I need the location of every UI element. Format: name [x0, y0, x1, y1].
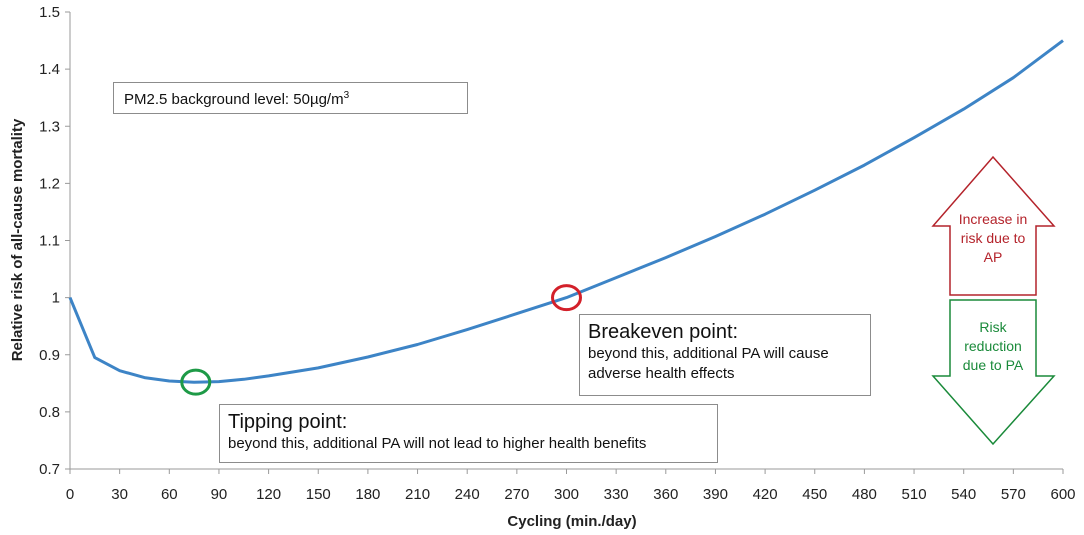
y-tick-label: 1.2 — [39, 175, 60, 192]
y-tick-label: 0.7 — [39, 461, 60, 478]
x-tick-label: 0 — [66, 486, 74, 503]
y-tick-label: 1 — [52, 290, 60, 307]
x-tick-labels: 0 30 60 90 120 150 180 210 240 270 300 330 360 390 420… — [66, 486, 1076, 503]
x-tick-label: 300 — [554, 486, 579, 503]
up-arrow-line3: AP — [983, 249, 1003, 265]
x-axis-title: Cycling (min./day) — [507, 513, 636, 530]
y-axis-title: Relative risk of all-cause mortality — [9, 118, 26, 361]
x-tick-label: 540 — [951, 486, 976, 503]
x-tick-label: 600 — [1050, 486, 1075, 503]
breakeven-title: Breakeven point: — [588, 321, 739, 343]
down-arrow-line2: reduction — [964, 338, 1022, 354]
x-tick-label: 180 — [355, 486, 380, 503]
breakeven-point-marker — [551, 284, 582, 312]
up-arrow-line1: Increase in — [958, 211, 1028, 227]
y-tick-label: 0.8 — [39, 404, 60, 421]
tipping-title: Tipping point: — [228, 411, 348, 433]
breakeven-text-line2: adverse health effects — [588, 365, 735, 382]
x-tick-label: 420 — [753, 486, 778, 503]
down-arrow-line1: Risk — [979, 319, 1007, 335]
x-tick-label: 210 — [405, 486, 430, 503]
pm25-background-box: PM2.5 background level: 50µg/m3 — [113, 82, 468, 114]
tipping-point-marker — [180, 368, 212, 396]
up-arrow-label: Increase in risk due to AP — [950, 210, 1036, 267]
x-tick-label: 330 — [604, 486, 629, 503]
up-arrow-line2: risk due to — [960, 230, 1026, 246]
y-tick-label: 1.3 — [39, 118, 60, 135]
down-arrow-line3: due to PA — [962, 357, 1024, 373]
y-tick-label: 1.5 — [39, 4, 60, 21]
x-tick-label: 30 — [111, 486, 128, 503]
x-tick-label: 60 — [161, 486, 178, 503]
down-arrow-shape — [931, 299, 1056, 446]
x-tick-label: 390 — [703, 486, 728, 503]
marker-layer — [180, 284, 582, 396]
down-arrow-label: Risk reduction due to PA — [950, 318, 1036, 375]
up-arrow-shape — [931, 155, 1056, 296]
tipping-callout: Tipping point: beyond this, additional P… — [219, 404, 718, 463]
x-tick-label: 240 — [455, 486, 480, 503]
x-tick-label: 570 — [1001, 486, 1026, 503]
y-tick-label: 1.1 — [39, 233, 60, 250]
tipping-text: beyond this, additional PA will not lead… — [228, 435, 647, 452]
breakeven-text-line1: beyond this, additional PA will cause — [588, 345, 829, 362]
x-tick-label: 450 — [802, 486, 827, 503]
y-tick-label: 1.4 — [39, 61, 60, 78]
x-tick-label: 270 — [504, 486, 529, 503]
pm25-superscript: 3 — [343, 90, 350, 101]
x-tick-label: 120 — [256, 486, 281, 503]
series-layer — [68, 39, 1064, 384]
series-line — [68, 39, 1064, 384]
x-tick-label: 510 — [902, 486, 927, 503]
x-tick-label: 90 — [211, 486, 228, 503]
x-tick-label: 150 — [306, 486, 331, 503]
y-tick-label: 0.9 — [39, 347, 60, 364]
axes — [65, 11, 1064, 474]
x-tick-label: 360 — [653, 486, 678, 503]
x-tick-label: 480 — [852, 486, 877, 503]
pm25-label: PM2.5 background level: 50µg/m — [124, 91, 344, 108]
breakeven-callout: Breakeven point: beyond this, additional… — [579, 314, 871, 396]
y-tick-labels: 0.7 0.8 0.9 1 1.1 1.2 1.3 1.4 1.5 — [39, 4, 60, 478]
